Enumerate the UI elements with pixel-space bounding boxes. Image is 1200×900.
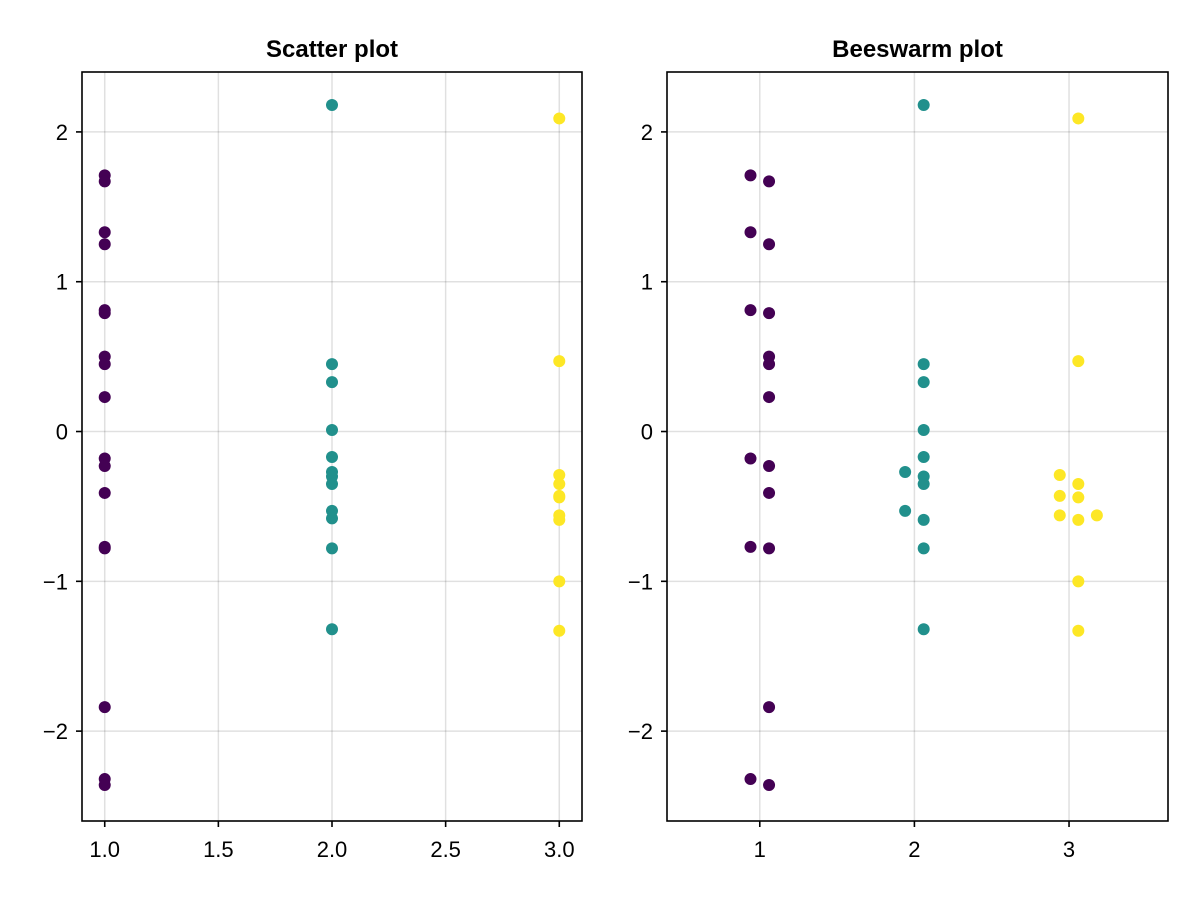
- data-point: [98, 307, 111, 320]
- y-tick-label: 2: [641, 120, 653, 145]
- y-tick-label: 1: [641, 270, 653, 295]
- data-point: [1072, 477, 1085, 490]
- data-point: [98, 542, 111, 555]
- data-point: [98, 358, 111, 371]
- data-point: [326, 542, 338, 555]
- data-point: [744, 304, 757, 317]
- data-point: [98, 701, 111, 714]
- data-point: [763, 238, 776, 251]
- data-point: [763, 175, 776, 188]
- data-point: [326, 424, 338, 437]
- data-point: [553, 468, 566, 481]
- data-point: [553, 513, 566, 526]
- data-point: [326, 358, 338, 371]
- data-point: [917, 477, 930, 490]
- chart-panel-1: 1.0 1.5 2.0 2.5 3.0 −2 −1 0 1 2 Scatter plot: [43, 36, 583, 862]
- data-point: [763, 391, 776, 404]
- data-point: [98, 779, 111, 792]
- x-tick-label: 2: [908, 837, 920, 862]
- data-point: [98, 391, 111, 404]
- x-tick-label: 2.5: [430, 837, 461, 862]
- data-point: [98, 175, 111, 188]
- data-point: [763, 307, 776, 320]
- chart-panel-2: 1 2 3 −2 −1 0 1 2 Beeswarm plot: [628, 36, 1169, 862]
- data-point: [917, 358, 930, 371]
- data-point: [744, 226, 757, 239]
- x-tick-label: 1.0: [89, 837, 120, 862]
- data-point: [763, 459, 776, 472]
- data-point: [326, 98, 338, 111]
- data-point: [1072, 491, 1085, 504]
- data-point: [763, 486, 776, 499]
- data-point: [917, 376, 930, 389]
- data-point: [553, 112, 566, 125]
- plot-frame: [666, 71, 1169, 822]
- data-point: [553, 355, 566, 368]
- chart-title: Scatter plot: [266, 36, 398, 63]
- data-point: [1053, 489, 1066, 502]
- data-point: [326, 376, 338, 389]
- data-point: [98, 238, 111, 251]
- data-point: [917, 623, 930, 636]
- data-point: [326, 512, 338, 525]
- x-tick-label: 2.0: [317, 837, 348, 862]
- data-point: [1072, 112, 1085, 125]
- data-point: [1053, 509, 1066, 522]
- y-tick-label: 2: [56, 120, 68, 145]
- x-tick-label: 1: [754, 837, 766, 862]
- chart-title: Beeswarm plot: [832, 36, 1003, 63]
- data-point: [763, 542, 776, 555]
- data-point: [1072, 575, 1085, 588]
- data-point: [326, 450, 338, 463]
- data-point: [917, 98, 930, 111]
- x-tick-label: 1.5: [203, 837, 234, 862]
- y-tick-label: 0: [56, 420, 68, 445]
- data-point: [744, 540, 757, 553]
- y-tick-label: −2: [628, 719, 653, 744]
- y-tick-label: −1: [628, 569, 653, 594]
- data-point: [744, 452, 757, 465]
- data-point: [899, 465, 912, 478]
- data-point: [1072, 355, 1085, 368]
- data-point: [326, 477, 338, 490]
- y-tick-label: 1: [56, 270, 68, 295]
- data-point: [553, 477, 566, 490]
- x-tick-label: 3: [1063, 837, 1075, 862]
- data-point: [553, 491, 566, 504]
- x-tick-label: 3.0: [544, 837, 575, 862]
- data-point: [763, 701, 776, 714]
- data-point: [744, 773, 757, 786]
- data-point: [553, 575, 566, 588]
- data-point: [917, 513, 930, 526]
- data-point: [917, 424, 930, 437]
- y-tick-label: −2: [43, 719, 68, 744]
- data-point: [98, 226, 111, 239]
- data-point: [553, 624, 566, 637]
- data-point: [763, 779, 776, 792]
- data-point: [98, 459, 111, 472]
- data-point: [1090, 509, 1103, 522]
- data-point: [917, 542, 930, 555]
- data-point: [899, 504, 912, 517]
- data-point: [326, 623, 338, 636]
- y-tick-label: 0: [641, 420, 653, 445]
- data-point: [98, 486, 111, 499]
- data-point: [744, 169, 757, 182]
- data-point: [1053, 468, 1066, 481]
- data-point: [1072, 513, 1085, 526]
- data-point: [917, 450, 930, 463]
- y-tick-label: −1: [43, 569, 68, 594]
- data-point: [1072, 624, 1085, 637]
- data-point: [763, 358, 776, 371]
